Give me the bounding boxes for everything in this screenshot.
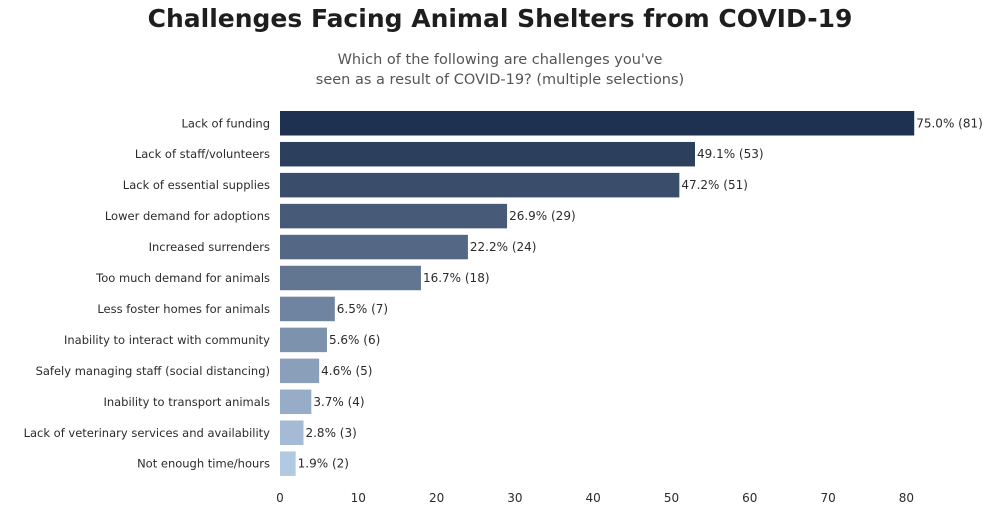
data-label: 26.9% (29) xyxy=(509,209,576,223)
bar xyxy=(280,172,680,198)
x-tick-label: 50 xyxy=(664,491,679,505)
bar xyxy=(280,265,421,291)
x-tick-label: 20 xyxy=(429,491,444,505)
chart-subtitle: Which of the following are challenges yo… xyxy=(0,50,1000,90)
bar xyxy=(280,451,296,476)
x-tick-label: 10 xyxy=(351,491,366,505)
category-label: Less foster homes for animals xyxy=(97,302,270,316)
category-label: Lack of funding xyxy=(181,116,270,130)
x-tick-label: 80 xyxy=(899,491,914,505)
subtitle-line-1: Which of the following are challenges yo… xyxy=(337,52,663,68)
bar xyxy=(280,111,915,136)
chart-title: Challenges Facing Animal Shelters from C… xyxy=(147,4,853,33)
bar xyxy=(280,420,304,445)
category-label: Too much demand for animals xyxy=(95,271,270,285)
data-label: 75.0% (81) xyxy=(916,116,983,130)
category-label: Lack of veterinary services and availabi… xyxy=(24,426,271,440)
bar xyxy=(280,327,327,353)
x-tick-label: 40 xyxy=(586,491,601,505)
category-label: Safely managing staff (social distancing… xyxy=(36,364,270,378)
x-tick-label: 30 xyxy=(507,491,522,505)
data-label: 4.6% (5) xyxy=(321,364,372,378)
data-label: 5.6% (6) xyxy=(329,333,380,347)
category-label: Increased surrenders xyxy=(149,240,270,254)
x-tick-label: 0 xyxy=(276,491,284,505)
data-label: 16.7% (18) xyxy=(423,271,490,285)
data-label: 2.8% (3) xyxy=(305,426,356,440)
category-label: Inability to interact with community xyxy=(64,333,270,347)
category-label: Not enough time/hours xyxy=(137,457,270,471)
category-label: Inability to transport animals xyxy=(103,395,270,409)
bar xyxy=(280,141,695,167)
bar xyxy=(280,389,312,415)
data-label: 6.5% (7) xyxy=(337,302,388,316)
category-label: Lower demand for adoptions xyxy=(105,209,270,223)
bar xyxy=(280,234,468,260)
data-label: 22.2% (24) xyxy=(470,240,537,254)
bar xyxy=(280,296,335,322)
x-tick-label: 60 xyxy=(742,491,757,505)
bar xyxy=(280,203,508,229)
data-label: 1.9% (2) xyxy=(298,457,349,471)
category-label: Lack of essential supplies xyxy=(123,178,270,192)
data-label: 49.1% (53) xyxy=(697,147,764,161)
subtitle-line-2: seen as a result of COVID-19? (multiple … xyxy=(315,72,685,88)
data-label: 3.7% (4) xyxy=(313,395,364,409)
category-label: Lack of staff/volunteers xyxy=(135,147,270,161)
bar xyxy=(280,358,320,384)
x-tick-label: 70 xyxy=(820,491,835,505)
data-label: 47.2% (51) xyxy=(681,178,748,192)
